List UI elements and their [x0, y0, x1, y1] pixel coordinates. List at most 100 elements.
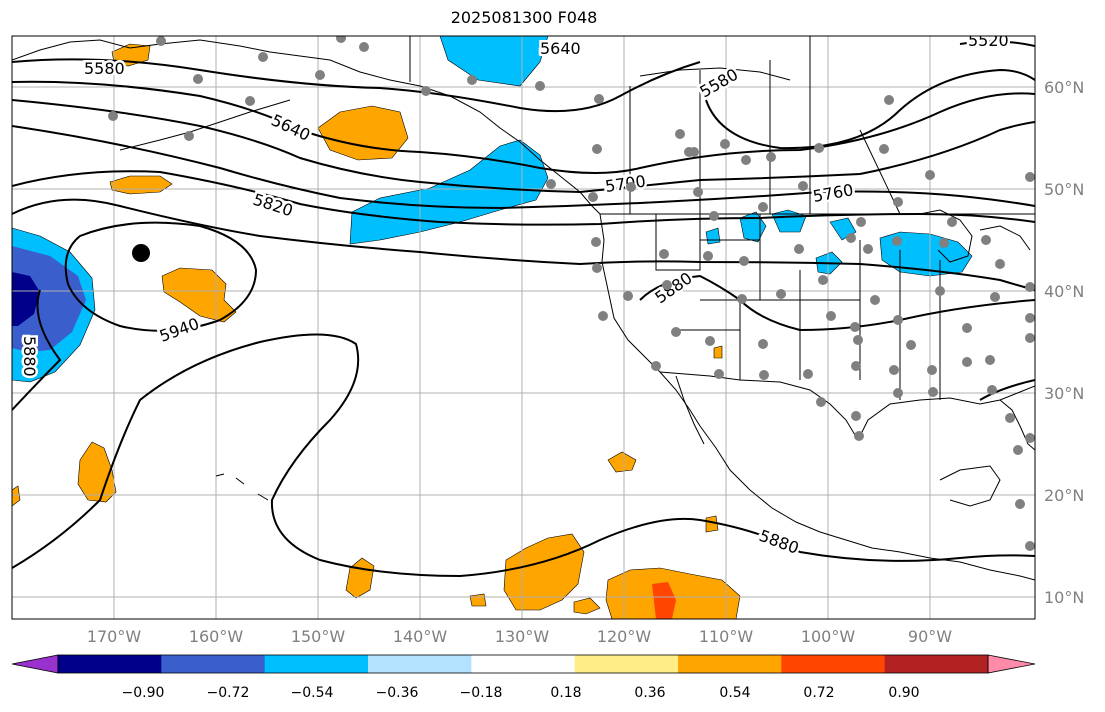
station-dot: [1005, 413, 1015, 423]
contour-5880-mid: [639, 274, 1035, 332]
station-dot: [626, 182, 636, 192]
station-dot: [421, 86, 431, 96]
station-dot: [856, 217, 866, 227]
map-frame: [11, 35, 1036, 620]
negative-anomaly-west-core: [12, 272, 40, 326]
station-dot: [720, 139, 730, 149]
colorbar-labels: −0.90 −0.72 −0.54 −0.36 −0.18 0.18 0.36 …: [122, 685, 920, 701]
station-dot: [879, 144, 889, 154]
station-dot: [863, 244, 873, 254]
station-dot: [623, 291, 633, 301]
longitude-labels: 170°W 160°W 150°W 140°W 130°W 120°W 110°…: [87, 627, 952, 646]
canada-border: [409, 36, 1035, 215]
positive-anomaly-mexico: [713, 345, 723, 359]
station-dot: [546, 179, 556, 189]
station-dot: [814, 143, 824, 153]
us-states: [655, 214, 941, 400]
colorbar-segment: [161, 655, 266, 673]
contour-label-5520: 5520: [968, 31, 1009, 50]
station-dot: [671, 327, 681, 337]
station-dot: [759, 370, 769, 380]
station-dot: [598, 311, 608, 321]
us-west-coast: [599, 213, 701, 427]
colorbar-tick-label: −0.36: [376, 685, 419, 701]
station-dot: [467, 75, 477, 85]
station-dot: [826, 311, 836, 321]
station-dot: [1025, 333, 1035, 343]
station-dot: [1025, 313, 1035, 323]
location-marker: [132, 244, 150, 262]
baja-california: [675, 375, 705, 445]
positive-anomaly-gulf: [317, 105, 409, 161]
station-dot: [853, 335, 863, 345]
contour-5880-big: [12, 333, 1035, 578]
lat-label: 60°N: [1044, 78, 1084, 97]
station-dot: [591, 237, 601, 247]
colorbar-tick-label: 0.36: [634, 685, 665, 701]
positive-anomaly-hawaii-west: [77, 441, 117, 503]
colorbar-segment: [368, 655, 472, 673]
station-dot: [184, 131, 194, 141]
station-dot: [947, 217, 957, 227]
alaska-coast: [12, 39, 601, 215]
colorbar-tick-label: 0.90: [888, 685, 919, 701]
aleutian-chain: [119, 99, 291, 151]
station-dot: [703, 251, 713, 261]
anomaly-shading: [12, 36, 973, 619]
station-dot: [535, 81, 545, 91]
lat-label: 10°N: [1044, 588, 1084, 607]
hawaii-islands: [215, 473, 269, 501]
colorbar-segment: [781, 655, 886, 673]
negative-anomaly-gulf: [439, 36, 549, 87]
station-dot: [798, 181, 808, 191]
station-dot: [336, 36, 346, 43]
station-dot: [816, 397, 826, 407]
colorbar-segment: [574, 655, 679, 673]
contour-5640: [12, 80, 1035, 174]
map-title: 2025081300 F048: [450, 8, 598, 27]
station-dot: [758, 202, 768, 212]
colorbar-tick-label: 0.18: [550, 685, 581, 701]
latitude-labels: 60°N 50°N 40°N 30°N 20°N 10°N: [1044, 78, 1084, 607]
great-lakes: [919, 209, 1031, 263]
colorbar-segment: [264, 655, 369, 673]
colorbar-tick-label: −0.18: [460, 685, 503, 701]
contour-5880-se: [979, 379, 1035, 401]
colorbar-extend-min: [11, 654, 59, 674]
florida: [999, 399, 1035, 451]
coastlines: [12, 36, 1035, 581]
lon-label: 130°W: [495, 627, 550, 646]
canada-provinces: [629, 36, 901, 215]
lon-label: 90°W: [908, 627, 952, 646]
station-dot: [258, 52, 268, 62]
positive-anomaly-central: [161, 267, 237, 323]
station-dot: [651, 361, 661, 371]
station-dot: [1025, 433, 1035, 443]
station-dot: [689, 147, 699, 157]
colorbar-segment: [471, 655, 576, 673]
contour-label-5640-north: 5640: [540, 39, 581, 58]
station-dot: [245, 96, 255, 106]
positive-anomaly-tropical-2: [503, 533, 585, 611]
lon-label: 170°W: [87, 627, 142, 646]
lon-label: 100°W: [801, 627, 856, 646]
station-dot: [705, 336, 715, 346]
station-dot: [108, 111, 118, 121]
gulf-coast: [857, 385, 1035, 441]
station-dot: [714, 369, 724, 379]
station-dot: [1013, 445, 1023, 455]
positive-anomaly-tropical-core: [652, 582, 676, 619]
station-dot: [315, 70, 325, 80]
station-dot: [359, 42, 369, 52]
station-dot: [594, 94, 604, 104]
station-dot: [851, 361, 861, 371]
station-dot: [990, 292, 1000, 302]
station-dot: [987, 385, 997, 395]
station-dot: [870, 295, 880, 305]
colorbar-tick-label: −0.72: [207, 685, 250, 701]
lon-label: 120°W: [597, 627, 652, 646]
colorbar-tick-label: 0.54: [719, 685, 750, 701]
station-dot: [939, 238, 949, 248]
station-dot: [906, 340, 916, 350]
